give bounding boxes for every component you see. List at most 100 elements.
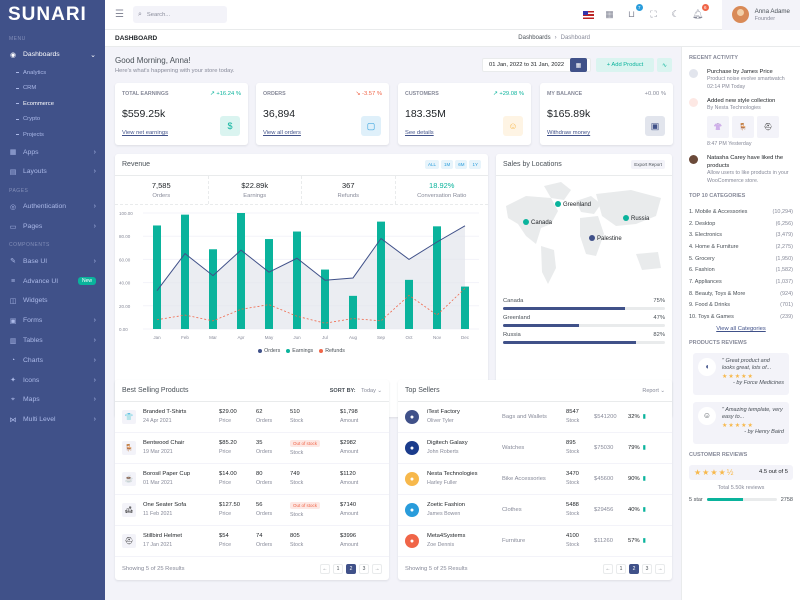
earnings-bar[interactable] <box>293 231 301 329</box>
sidebar-sub-crm[interactable]: CRM <box>0 80 105 96</box>
seller-row[interactable]: ● iTest Factory Oliver Tyler Bags and Wal… <box>398 402 672 433</box>
seller-row[interactable]: ● Zoetic Fashion James Bowen Clothes 5488… <box>398 495 672 526</box>
earnings-bar[interactable] <box>237 213 245 329</box>
product-thumbnail[interactable]: 🪑 <box>732 115 754 138</box>
sidebar-item-dashboards[interactable]: ◉ Dashboards ⌄ <box>9 51 96 59</box>
product-name[interactable]: Borosil Paper Cup <box>143 471 191 477</box>
sidebar-item-icons[interactable]: ✦ Icons › <box>10 376 96 385</box>
bell-icon[interactable]: 🔔︎ 6 <box>691 4 709 19</box>
seller-row[interactable]: ● Meta4Systems Zoe Dennis Furniture 4100 S… <box>398 526 672 557</box>
earnings-bar[interactable] <box>181 214 189 329</box>
seller-name[interactable]: Digitech Galaxy <box>427 440 468 446</box>
fullscreen-icon[interactable]: ⛶ <box>650 9 657 19</box>
sidebar-item-charts[interactable]: ◔ Charts › <box>10 356 96 364</box>
user-menu[interactable]: Anna Adame Founder <box>721 0 800 30</box>
earnings-bar[interactable] <box>461 286 469 329</box>
seller-name[interactable]: Meta4Systems <box>427 533 466 539</box>
category-item[interactable]: 4. Home & Furniture (2,275) <box>689 243 793 250</box>
seller-row[interactable]: ● Digitech Galaxy John Roberts Watches 89… <box>398 433 672 464</box>
prev-page-button[interactable]: ← <box>320 564 330 574</box>
category-item[interactable]: 1. Mobile & Accessories (10,294) <box>689 208 793 215</box>
sidebar-item-base-ui[interactable]: ✎ Base UI › <box>10 257 96 266</box>
sidebar-item-authentication[interactable]: ◎ Authentication › <box>9 203 96 211</box>
sidebar-item-tables[interactable]: ▥ Tables › <box>9 337 96 345</box>
kpi-link[interactable]: View all orders <box>263 130 301 136</box>
category-item[interactable]: 2. Desktop (6,256) <box>689 220 793 227</box>
add-product-button[interactable]: + Add Product <box>596 58 654 72</box>
category-item[interactable]: 8. Beauty, Toys & More (924) <box>689 290 793 297</box>
map-marker-greenland[interactable]: Greenland <box>555 201 591 208</box>
map-marker-russia[interactable]: Russia <box>623 215 650 222</box>
sidebar-sub-projects[interactable]: Projects <box>0 127 105 143</box>
product-name[interactable]: Stillbird Helmet <box>143 533 182 539</box>
product-thumbnail[interactable]: 👚 <box>707 115 729 138</box>
hamburger-icon[interactable]: ☰ <box>115 9 124 20</box>
view-all-categories-link[interactable]: View all Categories <box>716 325 766 332</box>
earnings-bar[interactable] <box>153 225 161 329</box>
us-flag-icon[interactable] <box>582 10 594 19</box>
category-item[interactable]: 5. Grocery (1,950) <box>689 255 793 262</box>
sidebar-sub-crypto[interactable]: Crypto <box>0 111 105 127</box>
next-page-button[interactable]: → <box>655 564 665 574</box>
page-3-button[interactable]: 3 <box>642 564 652 574</box>
breadcrumb-dashboards[interactable]: Dashboards <box>518 35 551 41</box>
seller-row[interactable]: ● Nesta Technologies Harley Fuller Bike A… <box>398 464 672 495</box>
map-marker-canada[interactable]: Canada <box>523 219 553 226</box>
sidebar-sub-ecommerce[interactable]: Ecommerce <box>0 96 105 112</box>
map-marker-palestine[interactable]: Palestine <box>589 235 622 242</box>
earnings-bar[interactable] <box>377 221 385 329</box>
product-row[interactable]: ☕ Borosil Paper Cup 01 Mar 2021 $14.00 Pri… <box>115 464 389 495</box>
product-name[interactable]: One Seater Sofa <box>143 502 187 508</box>
page-1-button[interactable]: 1 <box>333 564 343 574</box>
date-range-picker[interactable]: 01 Jan, 2022 to 31 Jan, 2022 <box>482 58 591 72</box>
brand-logo[interactable]: SUNARI <box>8 4 87 25</box>
seller-name[interactable]: Nesta Technologies <box>427 471 478 477</box>
sort-dropdown[interactable]: Today ⌄ <box>361 387 382 394</box>
kpi-link[interactable]: View net earnings <box>122 130 168 136</box>
page-1-button[interactable]: 1 <box>616 564 626 574</box>
filter-all-button[interactable]: ALL <box>424 160 439 169</box>
page-2-button[interactable]: 2 <box>629 564 639 574</box>
page-2-button[interactable]: 2 <box>346 564 356 574</box>
kpi-link[interactable]: Withdraw money <box>547 130 591 136</box>
product-row[interactable]: 🛋 One Seater Sofa 11 Feb 2021 $127.50 Pric… <box>115 495 389 526</box>
apps-grid-icon[interactable]: ▦ <box>605 9 614 19</box>
earnings-bar[interactable] <box>209 249 217 329</box>
cart-icon[interactable]: ⊔ 7 <box>628 4 643 19</box>
sidebar-item-advance-ui[interactable]: ≡ Advance UI New <box>0 271 105 291</box>
category-item[interactable]: 7. Appliances (1,037) <box>689 278 793 285</box>
earnings-bar[interactable] <box>321 269 329 329</box>
filter-1y-button[interactable]: 1Y <box>469 160 481 169</box>
page-3-button[interactable]: 3 <box>359 564 369 574</box>
earnings-bar[interactable] <box>433 226 441 329</box>
legend-earnings[interactable]: Earnings <box>286 348 313 354</box>
search-input[interactable]: ⌕ Search... <box>133 6 227 23</box>
earnings-bar[interactable] <box>349 295 357 329</box>
legend-orders[interactable]: Orders <box>258 348 280 354</box>
activity-icon[interactable]: ∿ <box>657 58 672 72</box>
product-name[interactable]: Bentwood Chair <box>143 440 185 446</box>
earnings-bar[interactable] <box>405 279 413 329</box>
seller-name[interactable]: iTest Factory <box>427 409 460 415</box>
sidebar-sub-analytics[interactable]: Analytics <box>0 65 105 81</box>
sidebar-item-apps[interactable]: ▦ Apps › <box>9 148 96 157</box>
prev-page-button[interactable]: ← <box>603 564 613 574</box>
seller-name[interactable]: Zoetic Fashion <box>427 502 466 508</box>
product-row[interactable]: 👕 Branded T-Shirts 24 Apr 2021 $29.00 Pric… <box>115 402 389 433</box>
product-thumbnail[interactable]: ⛑ <box>757 115 779 138</box>
next-page-button[interactable]: → <box>372 564 382 574</box>
sidebar-item-layouts[interactable]: ▤ Layouts › <box>9 168 96 176</box>
category-item[interactable]: 10. Toys & Games (239) <box>689 314 793 321</box>
sidebar-item-maps[interactable]: ⌖ Maps › <box>0 390 105 410</box>
category-item[interactable]: 3. Electronics (3,479) <box>689 232 793 239</box>
category-item[interactable]: 9. Food & Drinks (701) <box>689 302 793 309</box>
kpi-link[interactable]: See details <box>405 130 434 136</box>
export-report-button[interactable]: Export Report <box>631 160 665 169</box>
product-row[interactable]: 🪑 Bentwood Chair 19 Mar 2021 $85.20 Price … <box>115 433 389 464</box>
sidebar-item-forms[interactable]: ▣ Forms › <box>9 317 96 325</box>
product-row[interactable]: ⛑ Stillbird Helmet 17 Jan 2021 $54 Price 7… <box>115 526 389 557</box>
earnings-bar[interactable] <box>265 239 273 329</box>
calendar-icon[interactable]: ▦ <box>570 58 587 72</box>
product-name[interactable]: Branded T-Shirts <box>143 409 187 415</box>
dark-mode-icon[interactable]: ☾ <box>671 9 680 19</box>
